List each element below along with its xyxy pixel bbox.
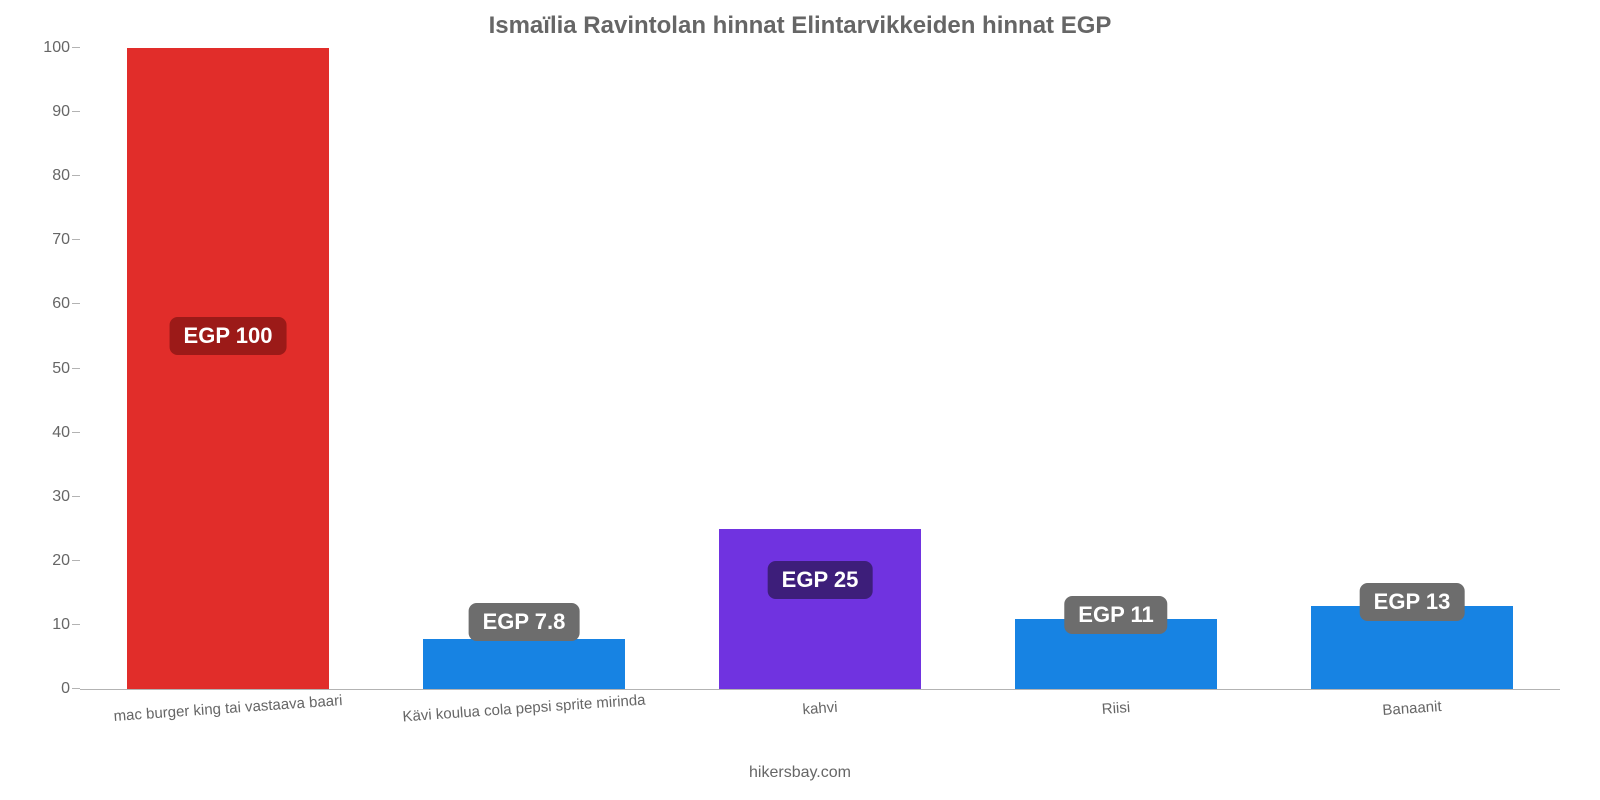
y-tick-label: 80: [30, 167, 70, 185]
x-axis-labels: mac burger king tai vastaava baariKävi k…: [80, 700, 1560, 740]
y-tick-label: 30: [30, 488, 70, 506]
y-tick-label: 20: [30, 552, 70, 570]
y-tick: [72, 560, 80, 561]
y-tick: [72, 175, 80, 176]
chart-container: Ismaïlia Ravintolan hinnat Elintarvikkei…: [0, 0, 1600, 800]
value-badge: EGP 100: [170, 317, 287, 355]
y-tick-label: 100: [30, 39, 70, 57]
y-tick-label: 90: [30, 103, 70, 121]
y-tick: [72, 432, 80, 433]
y-tick: [72, 368, 80, 369]
y-tick: [72, 111, 80, 112]
attribution: hikersbay.com: [0, 764, 1600, 782]
y-tick-label: 70: [30, 231, 70, 249]
x-axis-label: mac burger king tai vastaava baari: [113, 692, 343, 725]
y-tick-label: 50: [30, 360, 70, 378]
y-tick: [72, 47, 80, 48]
x-axis-label: Riisi: [1101, 699, 1130, 718]
y-tick: [72, 303, 80, 304]
x-axis-label: Banaanit: [1382, 698, 1442, 719]
y-tick: [72, 688, 80, 689]
chart-title: Ismaïlia Ravintolan hinnat Elintarvikkei…: [0, 12, 1600, 40]
x-axis-label: Kävi koulua cola pepsi sprite mirinda: [402, 692, 646, 726]
y-tick: [72, 496, 80, 497]
value-badge: EGP 7.8: [469, 603, 580, 641]
y-tick-label: 40: [30, 424, 70, 442]
y-tick: [72, 624, 80, 625]
y-tick-label: 60: [30, 295, 70, 313]
value-badge: EGP 25: [768, 561, 873, 599]
bar: [423, 639, 624, 689]
bar: [127, 48, 328, 689]
value-badge: EGP 11: [1064, 596, 1167, 634]
bar: [719, 529, 920, 689]
value-badge: EGP 13: [1360, 583, 1465, 621]
x-axis-label: kahvi: [802, 699, 838, 718]
y-tick-label: 10: [30, 616, 70, 634]
y-tick: [72, 239, 80, 240]
plot-area: 0102030405060708090100EGP 100EGP 7.8EGP …: [80, 48, 1560, 690]
y-tick-label: 0: [30, 680, 70, 698]
